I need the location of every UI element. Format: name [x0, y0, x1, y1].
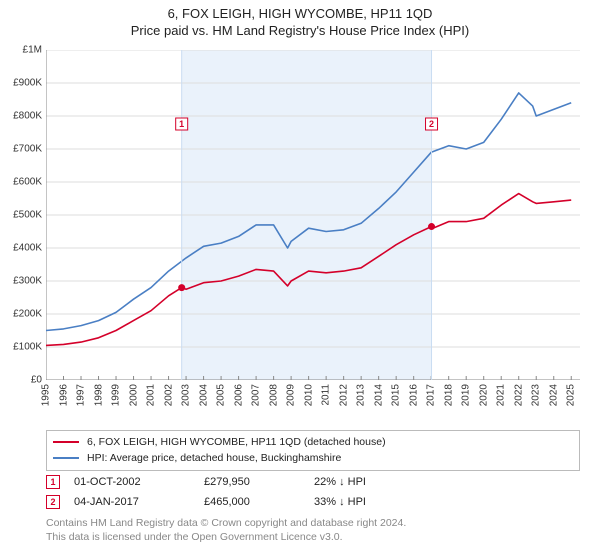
x-tick-label: 2016 [408, 384, 419, 406]
x-tick-label: 2025 [566, 384, 577, 406]
x-tick-label: 2002 [163, 384, 174, 406]
x-tick-label: 2013 [356, 384, 367, 406]
y-tick-label: £600K [13, 177, 42, 188]
x-tick-label: 1996 [58, 384, 69, 406]
event-diff: 22% ↓ HPI [314, 476, 434, 488]
x-tick-label: 2003 [181, 384, 192, 406]
x-tick-label: 2018 [443, 384, 454, 406]
footer-line1: Contains HM Land Registry data © Crown c… [46, 516, 580, 530]
y-tick-label: £200K [13, 309, 42, 320]
svg-text:2: 2 [429, 119, 434, 129]
x-tick-label: 2011 [321, 384, 332, 406]
y-axis-ticks: £0£100K£200K£300K£400K£500K£600K£700K£80… [0, 50, 44, 380]
footer-line2: This data is licensed under the Open Gov… [46, 530, 580, 544]
x-tick-label: 2009 [286, 384, 297, 406]
x-tick-label: 2006 [233, 384, 244, 406]
x-axis-ticks: 1995199619971998199920002001200220032004… [46, 382, 580, 430]
y-tick-label: £300K [13, 276, 42, 287]
chart-title-address: 6, FOX LEIGH, HIGH WYCOMBE, HP11 1QD [0, 6, 600, 21]
event-marker: 1 [46, 475, 60, 489]
chart-plot: 12 [46, 50, 580, 380]
x-tick-label: 2007 [251, 384, 262, 406]
x-tick-label: 2024 [548, 384, 559, 406]
x-tick-label: 2010 [303, 384, 314, 406]
x-tick-label: 1995 [41, 384, 52, 406]
chart-title-block: 6, FOX LEIGH, HIGH WYCOMBE, HP11 1QD Pri… [0, 0, 600, 38]
event-row: 1 01-OCT-2002£279,95022% ↓ HPI [46, 472, 580, 492]
x-tick-label: 1997 [76, 384, 87, 406]
x-tick-label: 2023 [531, 384, 542, 406]
event-date: 04-JAN-2017 [74, 496, 204, 508]
x-tick-label: 1999 [111, 384, 122, 406]
x-tick-label: 2001 [146, 384, 157, 406]
y-tick-label: £700K [13, 144, 42, 155]
legend-box: 6, FOX LEIGH, HIGH WYCOMBE, HP11 1QD (de… [46, 430, 580, 471]
x-tick-label: 2021 [496, 384, 507, 406]
x-tick-label: 2014 [373, 384, 384, 406]
event-marker: 2 [46, 495, 60, 509]
y-tick-label: £500K [13, 210, 42, 221]
y-tick-label: £900K [13, 78, 42, 89]
event-row: 2 04-JAN-2017£465,00033% ↓ HPI [46, 492, 580, 512]
x-tick-label: 2017 [426, 384, 437, 406]
x-tick-label: 2000 [128, 384, 139, 406]
x-tick-label: 1998 [93, 384, 104, 406]
svg-text:1: 1 [179, 119, 184, 129]
legend-item: HPI: Average price, detached house, Buck… [53, 450, 573, 466]
legend-label: 6, FOX LEIGH, HIGH WYCOMBE, HP11 1QD (de… [87, 434, 386, 450]
y-tick-label: £100K [13, 342, 42, 353]
x-tick-label: 2005 [216, 384, 227, 406]
y-tick-label: £400K [13, 243, 42, 254]
event-date: 01-OCT-2002 [74, 476, 204, 488]
events-table: 1 01-OCT-2002£279,95022% ↓ HPI 2 04-JAN-201… [46, 472, 580, 512]
event-diff: 33% ↓ HPI [314, 496, 434, 508]
event-price: £465,000 [204, 496, 314, 508]
footer-attribution: Contains HM Land Registry data © Crown c… [46, 516, 580, 544]
y-tick-label: £800K [13, 111, 42, 122]
x-tick-label: 2022 [513, 384, 524, 406]
legend-swatch [53, 457, 79, 459]
legend-label: HPI: Average price, detached house, Buck… [87, 450, 341, 466]
event-price: £279,950 [204, 476, 314, 488]
x-tick-label: 2008 [268, 384, 279, 406]
chart-subtitle: Price paid vs. HM Land Registry's House … [0, 23, 600, 38]
x-tick-label: 2020 [478, 384, 489, 406]
x-tick-label: 2012 [338, 384, 349, 406]
legend-swatch [53, 441, 79, 443]
chart-area: 12 £0£100K£200K£300K£400K£500K£600K£700K… [46, 50, 580, 380]
x-tick-label: 2004 [198, 384, 209, 406]
x-tick-label: 2015 [391, 384, 402, 406]
y-tick-label: £1M [23, 45, 42, 56]
x-tick-label: 2019 [461, 384, 472, 406]
legend-item: 6, FOX LEIGH, HIGH WYCOMBE, HP11 1QD (de… [53, 434, 573, 450]
